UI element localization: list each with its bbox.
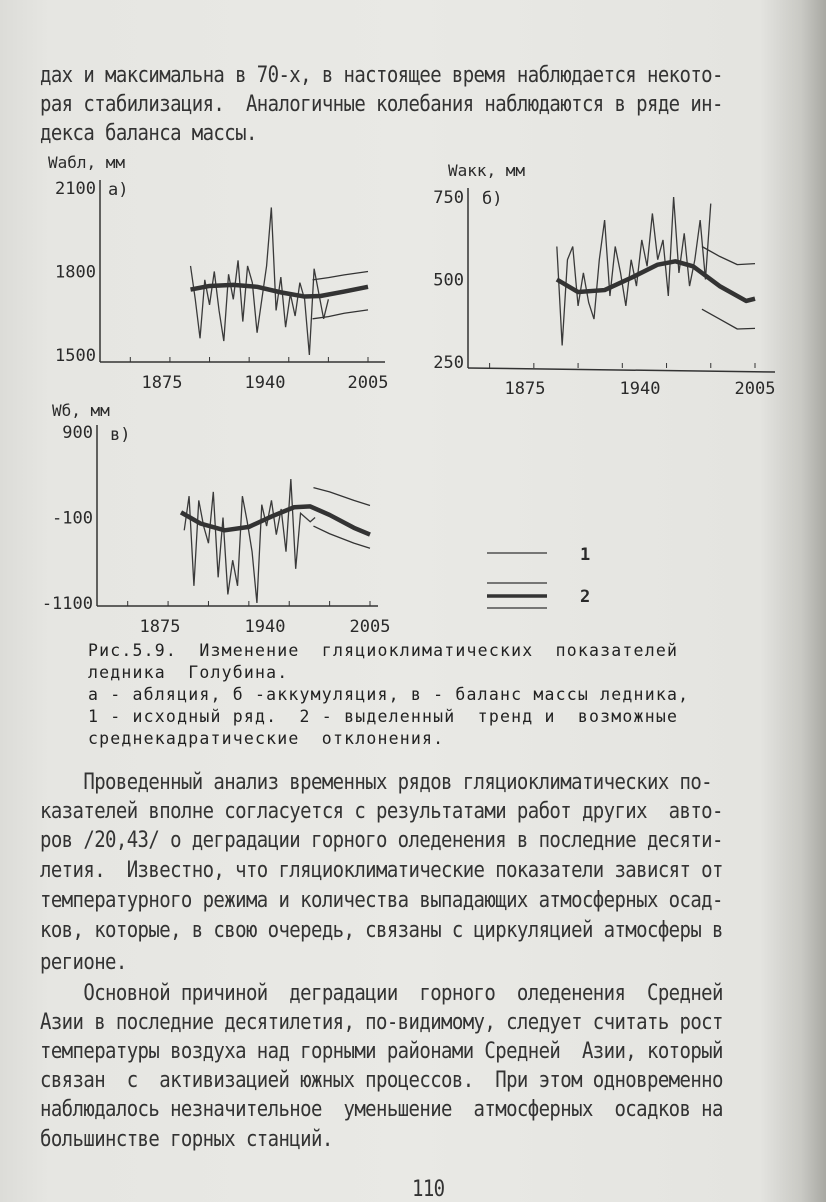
y-tick-label: 750 [433, 188, 464, 208]
trend-line [190, 282, 369, 299]
text-line: Азии в последние десятилетия, по-видимом… [40, 1009, 723, 1035]
y-tick-label: 2100 [55, 179, 96, 199]
y-tick-label: 1500 [55, 346, 96, 366]
chart-mass-balance: Wб, ммв) 1875 1940 2005 -1100 -100 900 [42, 401, 391, 637]
text-line: летия. Известно, что гляциоклиматические… [40, 857, 723, 883]
x-tick-label: 2005 [348, 373, 389, 393]
y-tick-label: 900 [62, 423, 93, 443]
trend-line [179, 504, 371, 537]
x-tick-label: 2005 [735, 379, 776, 399]
y-axis-label: Wакк, мм [448, 161, 525, 180]
text-line: ков, которые, в свою очередь, связаны с … [40, 917, 723, 943]
text-line: большинстве горных станций. [40, 1126, 333, 1152]
chart-accumulation: Wакк, мм б) 1875 1940 2005 250 500 750 [433, 161, 775, 399]
y-tick-label: -1100 [42, 594, 93, 614]
panel-label: б) [482, 189, 502, 209]
text-line: ров /20,43/ о деградации горного оледене… [40, 827, 723, 853]
text-line: Основной причиной деградации горного оле… [40, 980, 723, 1006]
upper-deviation-line [313, 486, 371, 507]
legend-label-2: 2 [580, 587, 590, 607]
legend: 1 2 [487, 545, 590, 609]
raw-series-line [183, 478, 316, 604]
trend-line [555, 259, 756, 304]
legend-label-1: 1 [580, 545, 590, 565]
caption-line: 1 - исходный ряд. 2 - выделенный тренд и… [88, 707, 679, 726]
lower-deviation-line [701, 308, 756, 330]
text-line: температуры воздуха над горными районами… [40, 1038, 723, 1064]
x-tick-label: 1875 [140, 617, 181, 637]
caption-line: а - абляция, б -аккумуляция, в - баланс … [88, 685, 690, 704]
caption-line: ледника Голубина. [88, 663, 289, 682]
x-tick-label: 2005 [350, 617, 391, 637]
lower-deviation-line [312, 309, 369, 320]
text-line: регионе. [40, 949, 127, 975]
lower-deviation-line [313, 525, 371, 549]
x-tick-label: 1875 [142, 373, 183, 393]
caption-line: Рис.5.9. Изменение гляциоклиматических п… [88, 641, 679, 660]
raw-series-line [189, 207, 330, 356]
raw-series-line [556, 196, 712, 346]
x-tick-label: 1940 [245, 373, 286, 393]
chart-ablation: Wабл, мм а) 1875 1940 2005 1500 1800 2100 [48, 153, 388, 393]
page-number: 110 [412, 1176, 445, 1202]
y-tick-label: -100 [52, 509, 93, 529]
y-tick-label: 250 [433, 353, 464, 373]
x-tick-label: 1875 [505, 379, 546, 399]
text-line: наблюдалось незначительное уменьшение ат… [40, 1096, 723, 1122]
y-axis-label: Wабл, мм [48, 153, 125, 172]
x-tick-label: 1940 [620, 379, 661, 399]
y-tick-label: 1800 [55, 263, 96, 283]
text-line: Проведенный анализ временных рядов гляци… [40, 769, 713, 795]
y-axis-label: Wб, мм [52, 401, 110, 420]
text-line: декса баланса массы. [40, 120, 257, 146]
text-line: связан с активизацией южных процессов. П… [40, 1067, 723, 1093]
panel-label: в) [110, 425, 130, 445]
text-line: рая стабилизация. Аналогичные колебания … [40, 91, 723, 117]
x-tick-label: 1940 [245, 617, 286, 637]
text-line: температурного режима и количества выпад… [40, 887, 723, 913]
upper-deviation-line [701, 245, 756, 266]
x-axis [467, 367, 776, 373]
y-tick-label: 500 [433, 271, 464, 291]
upper-deviation-line [312, 270, 369, 281]
caption-line: среднекадратические отклонения. [88, 729, 445, 748]
panel-label: а) [108, 180, 128, 200]
text-line: казателей вполне согласуется с результат… [40, 798, 723, 824]
text-line: дах и максимальна в 70-х, в настоящее вр… [40, 62, 723, 88]
